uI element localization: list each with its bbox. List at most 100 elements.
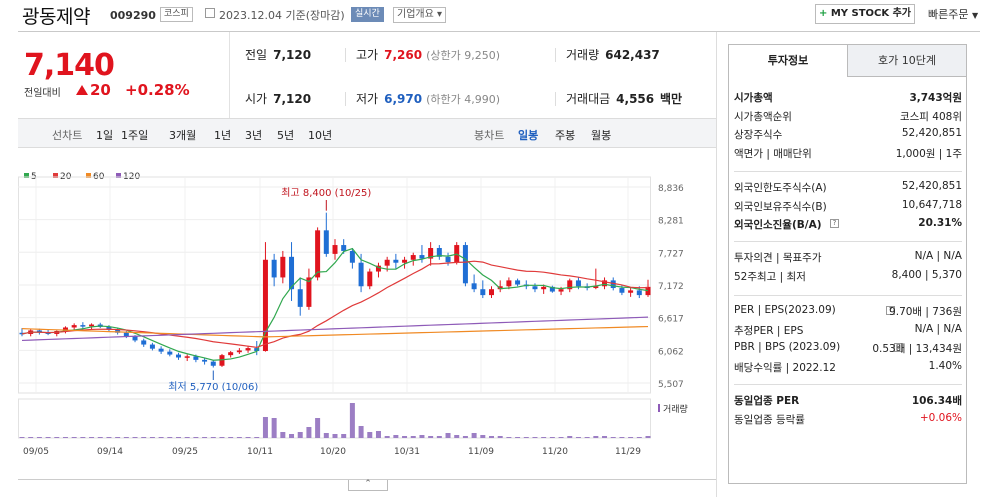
info-value: N/A | N/A — [914, 250, 962, 262]
info-row: 시가총액 3,743억원 — [734, 90, 962, 108]
volume-bar — [228, 437, 234, 438]
x-tick-label: 10/20 — [320, 447, 346, 457]
y-tick-label: 5,507 — [658, 380, 684, 390]
volume-bar — [628, 437, 634, 438]
info-value: N/A | N/A — [914, 322, 962, 335]
volume-bar — [167, 437, 173, 438]
tab-invest-info[interactable]: 투자정보 — [729, 45, 847, 77]
period-5y[interactable]: 5년 — [277, 129, 295, 142]
info-label: 외국인보유주식수(B) — [734, 200, 827, 213]
candle — [289, 256, 295, 290]
candle — [532, 286, 538, 290]
info-value: 106.34배 — [911, 395, 962, 407]
help-icon[interactable]: ? — [894, 343, 903, 352]
change-value: 20 — [76, 81, 111, 99]
period-3y[interactable]: 3년 — [245, 129, 263, 142]
candle — [341, 245, 347, 251]
line-chart-tab[interactable]: 선차트 — [52, 129, 83, 142]
day-low: 저가 6,970 (하한가 4,990) — [356, 90, 500, 107]
add-mystock-label: MY STOCK 추가 — [830, 8, 912, 19]
candle — [489, 289, 494, 296]
candle — [132, 336, 138, 341]
calendar-icon — [205, 8, 215, 18]
monthly-candle-tab[interactable]: 월봉 — [591, 129, 612, 142]
help-icon[interactable]: ? — [886, 306, 895, 315]
info-row: 외국인보유주식수(B) 10,647,718 — [734, 199, 962, 217]
volume-bar — [549, 437, 555, 438]
candle — [323, 230, 329, 254]
candle — [567, 280, 573, 290]
candle — [80, 325, 86, 327]
info-row: 외국인소진율(B/A)? 20.31% — [734, 217, 962, 235]
volume-bar — [610, 437, 616, 438]
divider — [555, 48, 556, 62]
period-toolbar: 선차트 1일 1주일 3개월 1년 3년 5년 10년 봉차트 일봉 주봉 월봉 — [18, 118, 716, 148]
divider — [734, 384, 962, 385]
tab-orderbook[interactable]: 호가 10단계 — [847, 45, 966, 77]
candle-chart-tab[interactable]: 봉차트 — [474, 129, 505, 142]
live-button[interactable]: 실시간 — [351, 7, 384, 22]
add-mystock-button[interactable]: + MY STOCK 추가 — [815, 4, 915, 24]
candle — [402, 259, 408, 263]
divider — [18, 479, 716, 480]
volume-bar — [323, 433, 329, 438]
candle — [419, 255, 425, 259]
period-1y[interactable]: 1년 — [214, 129, 232, 142]
info-label: PER | EPS(2023.09) — [734, 304, 836, 316]
divider — [555, 92, 556, 106]
info-value: 10,647,718 — [901, 198, 962, 211]
volume-frame — [18, 398, 651, 439]
info-value: 코스피 408위 — [899, 110, 962, 123]
open-price: 시가 7,120 — [245, 90, 311, 107]
price-chart[interactable]: 5 20 60 1208,8368,2817,7277,1726,6176,0625,… — [18, 160, 716, 460]
stock-name: 광동제약 — [22, 6, 90, 28]
ma120-line — [21, 316, 649, 342]
info-row: 52주최고 | 최저 8,400 | 5,370 — [734, 269, 962, 287]
candle — [436, 247, 442, 257]
volume-bar — [262, 417, 268, 438]
divider — [734, 241, 962, 242]
daily-candle-tab[interactable]: 일봉 — [518, 129, 539, 142]
period-3m[interactable]: 3개월 — [169, 129, 197, 142]
candle — [358, 262, 364, 287]
volume-bar — [19, 437, 25, 438]
candle — [106, 326, 112, 330]
volume-bar — [280, 432, 286, 438]
x-tick-label: 11/29 — [615, 447, 641, 457]
candle — [332, 245, 338, 254]
change-percent: +0.28% — [125, 81, 190, 99]
candle — [36, 330, 42, 333]
volume-bar — [384, 436, 390, 438]
candle — [393, 259, 399, 263]
help-icon[interactable]: ? — [830, 219, 839, 228]
plus-icon: + — [818, 8, 828, 19]
info-row: PBR | BPS (2023.09)? 0.53배 | 13,434원 — [734, 341, 962, 359]
volume-legend-swatch — [658, 404, 660, 412]
candle — [123, 332, 129, 337]
candle — [158, 348, 164, 352]
period-1w[interactable]: 1주일 — [121, 129, 149, 142]
x-tick-label: 10/11 — [247, 447, 273, 457]
x-tick-label: 09/25 — [172, 447, 198, 457]
volume-bar — [193, 437, 199, 438]
info-value: 1.40% — [928, 359, 962, 372]
info-label: PBR | BPS (2023.09) — [734, 341, 841, 353]
period-10y[interactable]: 10년 — [308, 129, 333, 142]
weekly-candle-tab[interactable]: 주봉 — [555, 129, 576, 142]
period-1d[interactable]: 1일 — [96, 129, 114, 142]
info-row: 외국인한도주식수(A) 52,420,851 — [734, 180, 962, 198]
volume-bar — [71, 437, 77, 438]
candle — [210, 361, 216, 366]
volume-bar — [219, 437, 225, 438]
candle — [375, 265, 381, 272]
collapse-chart-button[interactable]: ⌃ — [348, 480, 388, 491]
volume-bar — [567, 436, 573, 438]
volume-bar — [489, 436, 494, 438]
candle — [228, 352, 234, 356]
info-row: 동일업종 등락률 +0.06% — [734, 412, 962, 430]
y-tick-label: 6,617 — [658, 315, 684, 325]
company-info-dropdown[interactable]: 기업개요 ▾ — [393, 7, 447, 23]
quick-order-link[interactable]: 빠른주문 ▼ — [928, 6, 978, 22]
candle — [271, 259, 277, 278]
chevron-down-icon: ▼ — [971, 11, 979, 20]
